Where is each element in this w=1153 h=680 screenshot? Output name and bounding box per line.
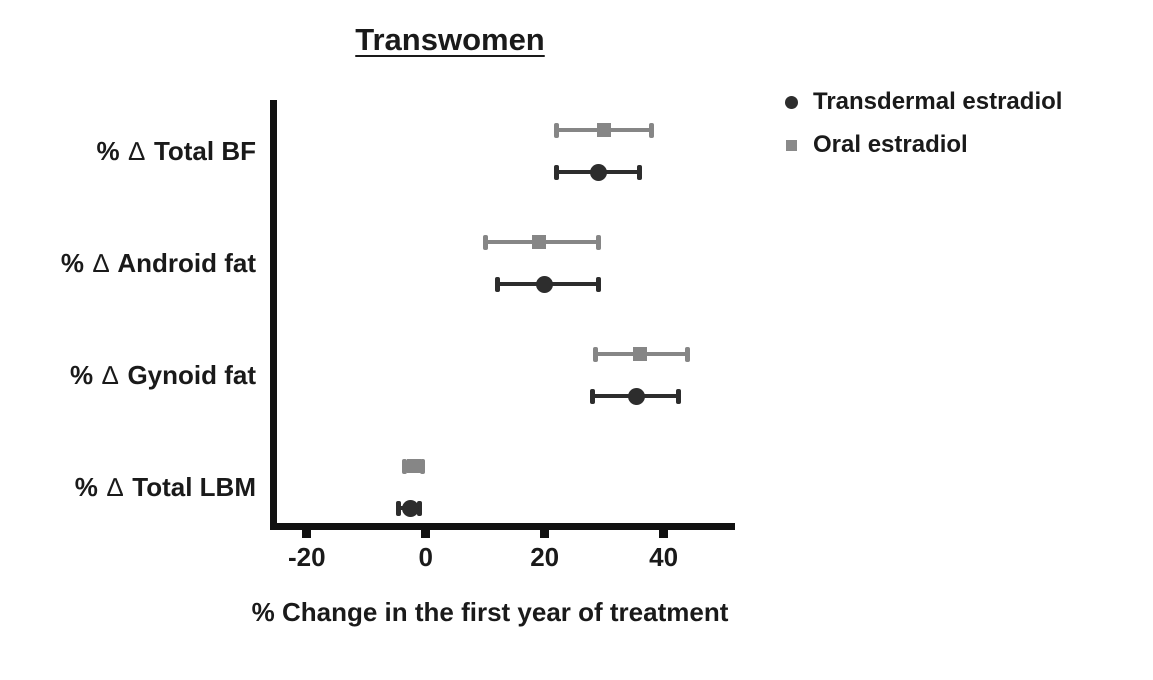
x-tick-label: -20: [287, 542, 326, 572]
square-data-marker: [406, 459, 421, 473]
x-tick: [659, 530, 669, 538]
error-bar-cap: [554, 164, 560, 180]
circle-data-marker: [628, 387, 646, 405]
legend-label: Transdermal estradiol: [813, 88, 1063, 115]
error-bar-cap: [684, 346, 690, 362]
plot-area: -20 0 20 40: [270, 100, 735, 572]
error-bar-cap: [637, 164, 643, 180]
category-label: % ∆ Total LBM: [74, 472, 256, 502]
error-bar-cap: [482, 234, 488, 250]
error-bar-cap: [554, 122, 560, 138]
square-marker-icon: [786, 139, 797, 151]
error-bar-cap: [396, 500, 402, 516]
error-bar-cap: [420, 458, 426, 474]
error-bar-cap: [589, 388, 595, 404]
error-bar-cap: [649, 122, 655, 138]
legend-label: Oral estradiol: [813, 131, 968, 158]
error-bar-cap: [595, 276, 601, 292]
data-point-layer: [277, 100, 735, 523]
y-axis-category-labels: % ∆ Total BF % ∆ Android fat % ∆ Gynoid fa…: [0, 100, 256, 523]
legend: Transdermal estradiol Oral estradiol: [785, 88, 1062, 174]
category-label: % ∆ Gynoid fat: [69, 360, 256, 390]
error-bar-cap: [417, 500, 423, 516]
error-bar-cap: [494, 276, 500, 292]
error-bar-cap: [595, 234, 601, 250]
legend-item-oral-estradiol: Oral estradiol: [785, 131, 1062, 159]
square-data-marker: [632, 347, 647, 361]
x-tick: [540, 530, 550, 538]
category-label: % ∆ Android fat: [60, 248, 256, 278]
square-data-marker: [597, 123, 612, 137]
x-tick-label: 40: [649, 542, 679, 572]
x-axis-title: % Change in the first year of treatment: [251, 597, 729, 627]
category-label: % ∆ Total BF: [96, 136, 256, 166]
chart-title: Transwomen: [355, 22, 545, 57]
error-bar-cap: [675, 388, 681, 404]
x-axis: -20 0 20 40: [277, 100, 735, 572]
circle-data-marker: [536, 275, 554, 293]
circle-data-marker: [589, 163, 607, 181]
legend-item-transdermal-estradiol: Transdermal estradiol: [785, 88, 1062, 116]
x-tick-label: 0: [418, 542, 433, 572]
circle-data-marker: [402, 499, 420, 517]
x-tick: [302, 530, 312, 538]
square-data-marker: [531, 235, 546, 249]
x-tick: [421, 530, 431, 538]
error-bar-cap: [592, 346, 598, 362]
x-tick-label: 20: [530, 542, 560, 572]
circle-marker-icon: [785, 95, 798, 109]
error-bar-cap: [402, 458, 408, 474]
